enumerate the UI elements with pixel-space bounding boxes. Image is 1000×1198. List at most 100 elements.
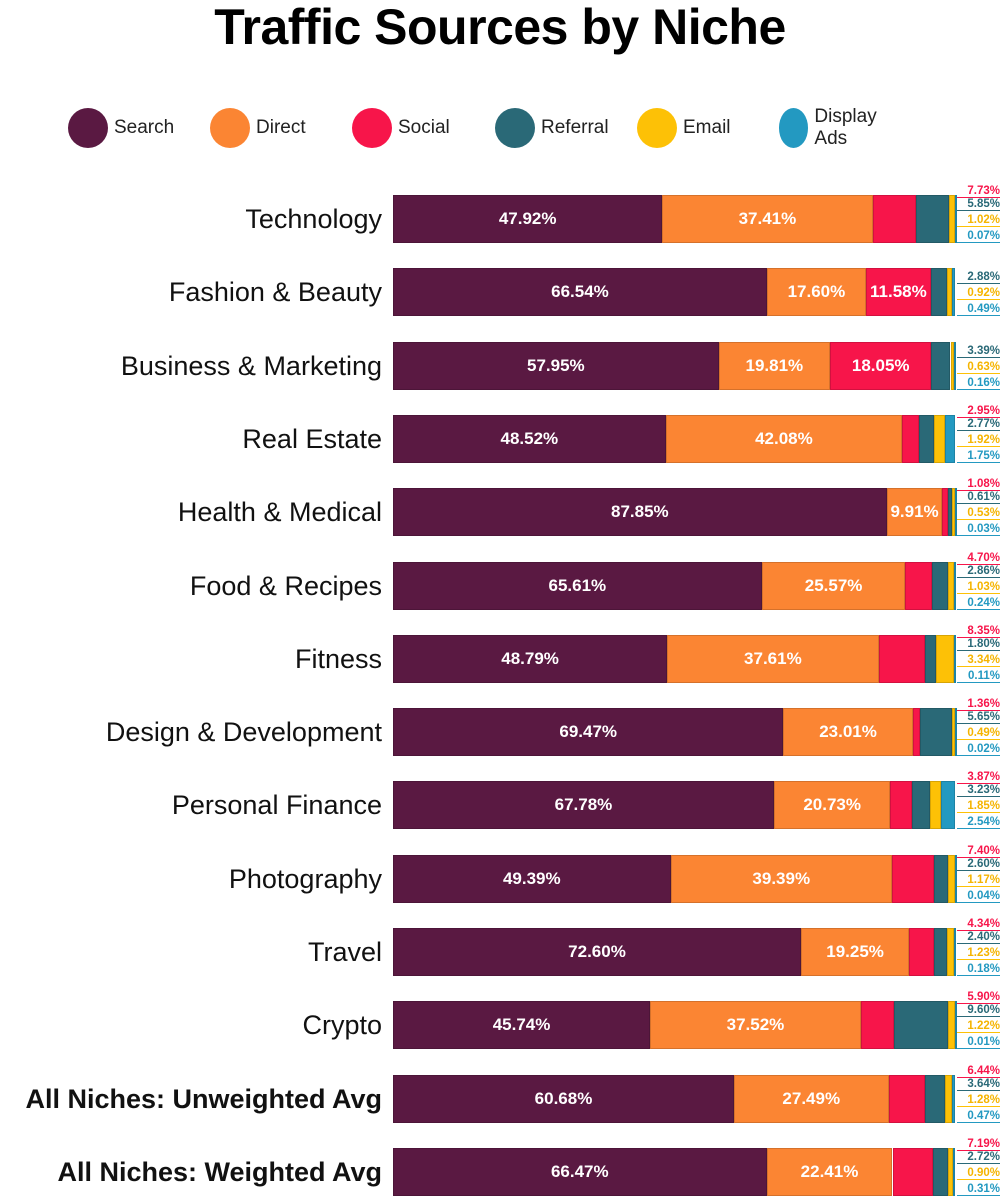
legend-label: Display Ads	[814, 106, 877, 149]
bar-segment-referral	[925, 634, 936, 683]
bar-segment-referral	[948, 488, 952, 537]
bar-segment-display-ads	[940, 781, 955, 830]
bar-segment-search: 48.52%	[393, 414, 666, 463]
bar-segment-social	[890, 781, 913, 830]
legend-swatch	[68, 108, 108, 148]
legend-label: Email	[683, 117, 731, 138]
data-label-display-ads: 2.54%	[957, 815, 1000, 830]
bar-segment-direct: 37.41%	[662, 195, 873, 243]
legend-swatch	[637, 108, 677, 148]
data-label-social: 6.44%	[957, 1064, 1000, 1078]
bar-segment-referral	[912, 781, 931, 830]
bar-segment-referral	[930, 268, 948, 317]
category-label: Travel	[307, 937, 382, 967]
bar-segment-direct: 39.39%	[670, 854, 892, 903]
bar-segment-social	[892, 1147, 933, 1196]
legend-label: Social	[398, 117, 450, 138]
bar-segment-direct: 27.49%	[734, 1074, 889, 1123]
bar-segment-social	[872, 195, 916, 243]
data-label-social: 2.95%	[957, 404, 1000, 418]
bar-segment-social	[878, 634, 926, 683]
data-label-email: 0.63%	[957, 360, 1000, 374]
bar-segment-direct: 37.61%	[667, 634, 879, 683]
data-label-display-ads: 0.07%	[957, 229, 1000, 243]
bar-segment-direct: 19.81%	[718, 341, 830, 390]
data-label-display-ads: 0.31%	[957, 1182, 1000, 1196]
stacked-bar: 72.60% 19.25%	[393, 928, 956, 976]
bar-segment-social	[912, 708, 921, 757]
bar-segment-display-ads	[953, 1147, 956, 1196]
bar-segment-email	[948, 854, 955, 903]
data-label-display-ads: 1.75%	[957, 449, 1000, 463]
data-label-display-ads: 0.02%	[957, 742, 1000, 757]
bar-segment-search: 69.47%	[393, 708, 784, 757]
data-label-email: 1.85%	[957, 799, 1000, 814]
legend-item-direct: Direct	[210, 106, 306, 150]
bar-segment-display-ads	[945, 414, 955, 463]
bar-segment-search: 66.47%	[393, 1147, 767, 1196]
bar-segment-display-ads	[953, 561, 956, 610]
data-label-referral: 9.60%	[957, 1003, 1000, 1018]
bar-segment-social	[888, 1074, 925, 1123]
bar-segment-social	[905, 561, 932, 610]
data-label-display-ads: 0.03%	[957, 522, 1000, 537]
bar-segment-display-ads	[954, 341, 957, 390]
bar-segment-direct: 19.25%	[801, 928, 910, 976]
category-label: Photography	[228, 863, 382, 894]
data-label-social: 7.73%	[957, 184, 1000, 198]
category-label: Real Estate	[242, 423, 382, 454]
bar-segment-email	[948, 195, 955, 243]
bar-segment-social	[891, 854, 934, 903]
legend-item-display-ads: Display Ads	[779, 106, 887, 150]
data-label-referral: 0.61%	[957, 490, 1000, 505]
bar-segment-search: 66.54%	[393, 268, 767, 317]
bar-segment-referral	[933, 854, 949, 903]
stacked-bar: 67.78% 20.73%	[393, 781, 955, 830]
legend-label: Referral	[541, 117, 609, 138]
data-label-referral: 2.40%	[957, 930, 1000, 944]
bar-segment-email	[952, 708, 955, 757]
bar-segment-direct: 22.41%	[766, 1147, 893, 1196]
bar-segment-direct: 25.57%	[761, 561, 906, 610]
bar-segment-referral	[915, 195, 949, 243]
data-label-social: 8.35%	[957, 624, 1000, 638]
data-label-social: 5.90%	[957, 990, 1000, 1005]
data-label-display-ads: 0.18%	[957, 962, 1000, 976]
bar-segment-search: 67.78%	[393, 781, 774, 830]
stacked-bar: 65.61% 25.57%	[393, 561, 956, 610]
data-label-social: 4.70%	[957, 551, 1000, 565]
bar-segment-direct: 42.08%	[665, 414, 903, 463]
data-label-display-ads: 0.16%	[957, 376, 1000, 390]
data-label-display-ads: 0.49%	[957, 302, 1000, 317]
legend-item-social: Social	[352, 106, 450, 150]
stacked-bar: 49.39% 39.39%	[393, 854, 957, 903]
bar-segment-display-ads	[954, 634, 957, 683]
bar-segment-direct: 17.60%	[766, 268, 866, 317]
data-label-social: 1.36%	[957, 697, 1000, 712]
bar-segment-email	[935, 634, 955, 683]
stacked-bar: 66.47% 22.41%	[393, 1147, 956, 1196]
data-label-email: 1.28%	[957, 1093, 1000, 1107]
bar-segment-search: 57.95%	[393, 341, 719, 390]
data-label-social: 7.19%	[957, 1137, 1000, 1151]
data-label-social: 7.40%	[957, 844, 1000, 858]
data-label-referral: 5.85%	[957, 197, 1000, 211]
category-label: Crypto	[302, 1010, 382, 1041]
data-label-email: 1.17%	[957, 873, 1000, 887]
stacked-bar: 48.79% 37.61%	[393, 634, 957, 683]
data-label-display-ads: 0.11%	[957, 669, 1000, 683]
bar-segment-search: 72.60%	[393, 928, 801, 976]
stacked-bar: 60.68% 27.49%	[393, 1074, 955, 1123]
chart-title: Traffic Sources by Niche	[214, 0, 786, 55]
bar-segment-display-ads	[954, 708, 957, 757]
legend-item-referral: Referral	[495, 106, 609, 150]
bar-segment-display-ads	[954, 1001, 957, 1050]
bar-segment-display-ads	[952, 268, 956, 317]
category-label: Design & Development	[105, 717, 382, 748]
data-label-email: 1.92%	[957, 433, 1000, 447]
data-label-email: 3.34%	[957, 653, 1000, 667]
data-label-referral: 3.64%	[957, 1077, 1000, 1091]
stacked-bar: 69.47% 23.01%	[393, 708, 957, 757]
bar-segment-direct: 37.52%	[650, 1001, 861, 1050]
data-label-email: 0.90%	[957, 1166, 1000, 1180]
